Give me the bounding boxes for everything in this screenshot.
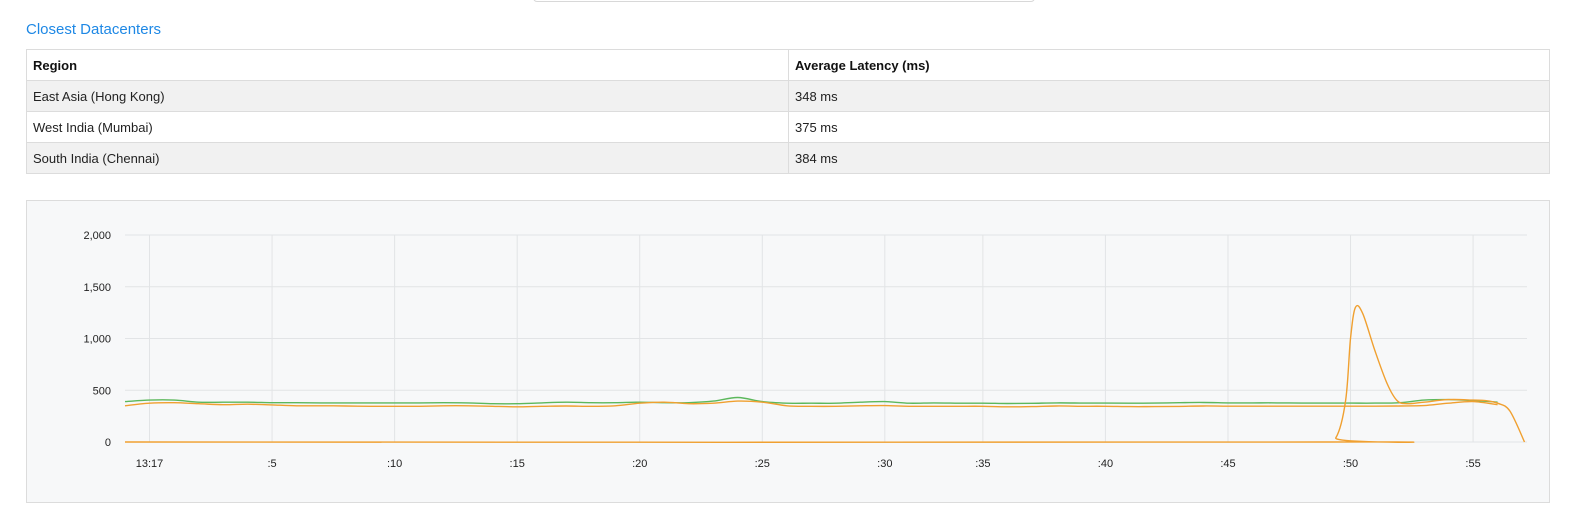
y-tick-label: 1,500: [83, 282, 111, 294]
table-row: West India (Mumbai) 375 ms: [26, 111, 1550, 143]
x-tick-label: :55: [1465, 458, 1480, 470]
x-tick-label: :40: [1098, 458, 1113, 470]
series-line-1: [124, 396, 1498, 405]
latency-cell: 348 ms: [788, 80, 1550, 112]
y-tick-label: 2,000: [83, 230, 111, 242]
x-tick-label: :25: [755, 458, 770, 470]
x-tick-label: :45: [1220, 458, 1235, 470]
x-tick-label: :50: [1343, 458, 1358, 470]
region-column-header[interactable]: Region: [26, 49, 789, 81]
table-row: East Asia (Hong Kong) 348 ms: [26, 80, 1550, 112]
region-cell: West India (Mumbai): [26, 111, 789, 143]
x-tick-label: :15: [510, 458, 525, 470]
chart-grid: [125, 234, 1527, 443]
table-row: South India (Chennai) 384 ms: [26, 142, 1550, 174]
x-tick-label: :30: [877, 458, 892, 470]
x-tick-label: :20: [632, 458, 647, 470]
table-header-row: Region Average Latency (ms): [26, 49, 1550, 81]
latency-chart: 0 500 1,000 1,500 2,000 13:17 :5 :10 :15 :20 :25:…: [83, 230, 1527, 470]
latency-cell: 384 ms: [788, 142, 1550, 174]
region-cell: East Asia (Hong Kong): [26, 80, 789, 112]
chart-series: [124, 304, 1526, 444]
datacenters-table: Region Average Latency (ms) East Asia (H…: [26, 49, 1550, 174]
x-axis-ticks: 13:17 :5 :10 :15 :20 :25 :30 :35 :40 :45 :50 :55: [136, 458, 1481, 470]
x-tick-label: :5: [267, 458, 276, 470]
x-tick-label: :10: [387, 458, 402, 470]
search-input[interactable]: [533, 0, 1035, 2]
region-cell: South India (Chennai): [26, 142, 789, 174]
latency-column-header[interactable]: Average Latency (ms): [788, 49, 1550, 81]
y-axis-ticks: 0 500 1,000 1,500 2,000: [83, 230, 111, 449]
closest-datacenters-title[interactable]: Closest Datacenters: [26, 21, 162, 38]
x-tick-label: :35: [975, 458, 990, 470]
latency-chart-panel: 0 500 1,000 1,500 2,000 13:17 :5 :10 :15 :20 :25:…: [26, 200, 1550, 503]
y-tick-label: 0: [105, 437, 111, 449]
latency-cell: 375 ms: [788, 111, 1550, 143]
y-tick-label: 500: [93, 385, 111, 397]
series-line-3: [124, 304, 1526, 444]
y-tick-label: 1,000: [83, 334, 111, 346]
series-line-2: [124, 400, 1498, 408]
x-tick-label: 13:17: [136, 458, 164, 470]
